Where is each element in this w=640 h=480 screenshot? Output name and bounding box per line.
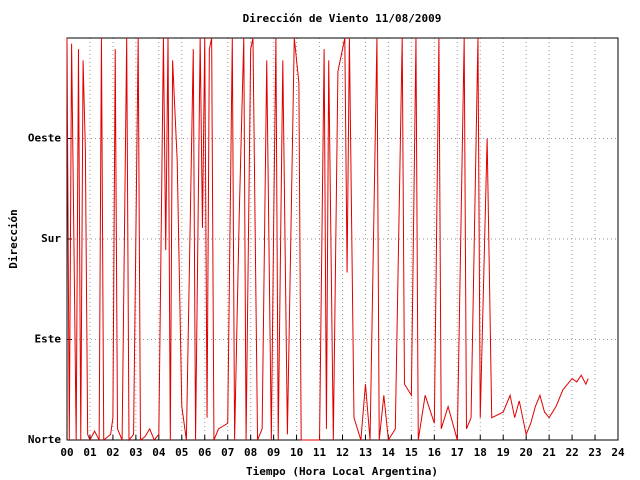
chart-title: Dirección de Viento 11/08/2009 <box>243 12 442 25</box>
x-tick-label: 09 <box>267 446 280 459</box>
x-tick-label: 15 <box>405 446 418 459</box>
y-tick-label: Oeste <box>28 132 61 145</box>
x-tick-label: 05 <box>175 446 188 459</box>
x-tick-label: 02 <box>106 446 119 459</box>
x-tick-label: 04 <box>152 446 166 459</box>
x-tick-label: 14 <box>382 446 396 459</box>
x-tick-label: 13 <box>359 446 372 459</box>
x-tick-label: 03 <box>129 446 142 459</box>
x-tick-label: 10 <box>290 446 303 459</box>
y-tick-label: Norte <box>28 433 61 446</box>
y-tick-label: Sur <box>41 232 61 245</box>
data-line <box>66 37 589 442</box>
x-tick-label: 11 <box>313 446 327 459</box>
x-tick-label: 19 <box>497 446 510 459</box>
x-tick-label: 00 <box>60 446 73 459</box>
x-tick-label: 22 <box>565 446 578 459</box>
y-tick-label: Este <box>35 333 62 346</box>
x-tick-label: 17 <box>451 446 464 459</box>
y-axis-label: Dirección <box>7 209 20 269</box>
x-tick-label: 16 <box>428 446 442 459</box>
x-tick-label: 08 <box>244 446 257 459</box>
x-tick-label: 12 <box>336 446 349 459</box>
x-tick-label: 01 <box>83 446 97 459</box>
x-tick-label: 21 <box>543 446 557 459</box>
x-tick-label: 24 <box>611 446 625 459</box>
x-axis-label: Tiempo (Hora Local Argentina) <box>246 465 438 478</box>
plot-frame <box>66 37 619 441</box>
x-tick-label: 06 <box>198 446 212 459</box>
x-tick-label: 07 <box>221 446 234 459</box>
x-tick-label: 20 <box>520 446 533 459</box>
x-tick-label: 23 <box>588 446 601 459</box>
x-tick-label: 18 <box>474 446 487 459</box>
